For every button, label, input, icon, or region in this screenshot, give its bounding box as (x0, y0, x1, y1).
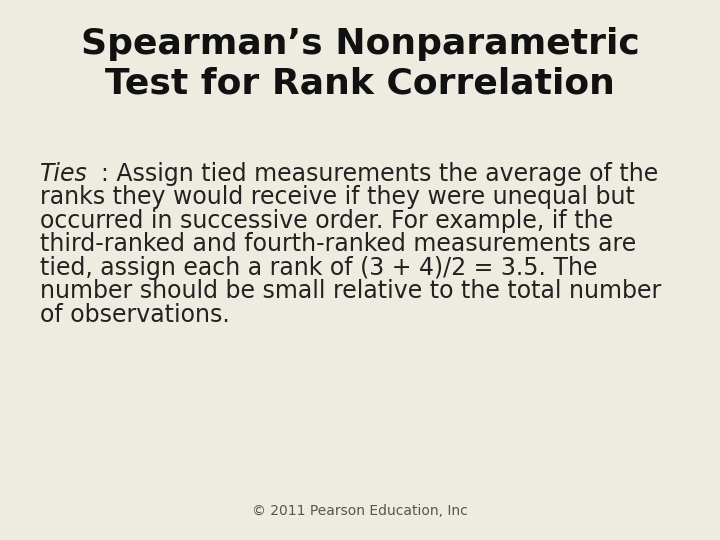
Text: Spearman’s Nonparametric
Test for Rank Correlation: Spearman’s Nonparametric Test for Rank C… (81, 27, 639, 100)
Text: ranks they would receive if they were unequal but: ranks they would receive if they were un… (40, 185, 634, 210)
Text: © 2011 Pearson Education, Inc: © 2011 Pearson Education, Inc (252, 504, 468, 518)
Text: of observations.: of observations. (40, 303, 230, 327)
Text: Ties: Ties (40, 162, 87, 186)
Text: : Assign tied measurements the average of the: : Assign tied measurements the average o… (102, 162, 659, 186)
Text: tied, assign each a rank of (3 + 4)/2 = 3.5. The: tied, assign each a rank of (3 + 4)/2 = … (40, 256, 597, 280)
Text: occurred in successive order. For example, if the: occurred in successive order. For exampl… (40, 209, 613, 233)
Text: third-ranked and fourth-ranked measurements are: third-ranked and fourth-ranked measureme… (40, 232, 636, 256)
Text: number should be small relative to the total number: number should be small relative to the t… (40, 279, 661, 303)
